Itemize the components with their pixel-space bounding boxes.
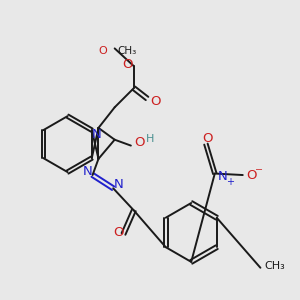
Text: O: O — [113, 226, 124, 239]
Text: O: O — [99, 46, 107, 56]
Text: O: O — [246, 169, 257, 182]
Text: N: N — [217, 170, 227, 183]
Text: O: O — [151, 95, 161, 108]
Text: CH₃: CH₃ — [264, 261, 285, 271]
Text: +: + — [226, 177, 234, 187]
Text: O: O — [202, 132, 213, 145]
Text: O: O — [123, 58, 133, 71]
Text: N: N — [114, 178, 123, 191]
Text: O: O — [134, 136, 145, 149]
Text: H: H — [146, 134, 154, 144]
Text: ⁻: ⁻ — [255, 165, 263, 180]
Text: N: N — [82, 165, 92, 178]
Text: N: N — [92, 128, 102, 141]
Text: CH₃: CH₃ — [118, 46, 137, 56]
